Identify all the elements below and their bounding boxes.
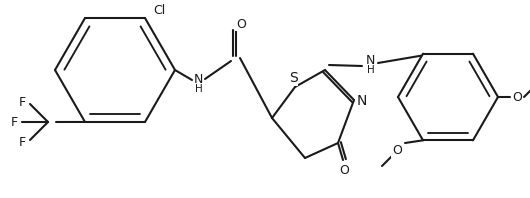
Text: F: F [19,95,25,109]
Text: S: S [289,71,297,85]
Text: H: H [195,84,203,94]
Text: O: O [512,90,522,104]
Text: H: H [367,65,375,75]
Text: F: F [19,135,25,148]
Text: O: O [392,145,402,157]
Text: O: O [339,164,349,176]
Text: N: N [365,53,375,67]
Text: N: N [357,94,367,108]
Text: F: F [11,115,17,129]
Text: O: O [236,17,246,30]
Text: Cl: Cl [153,4,165,17]
Text: N: N [193,72,202,86]
